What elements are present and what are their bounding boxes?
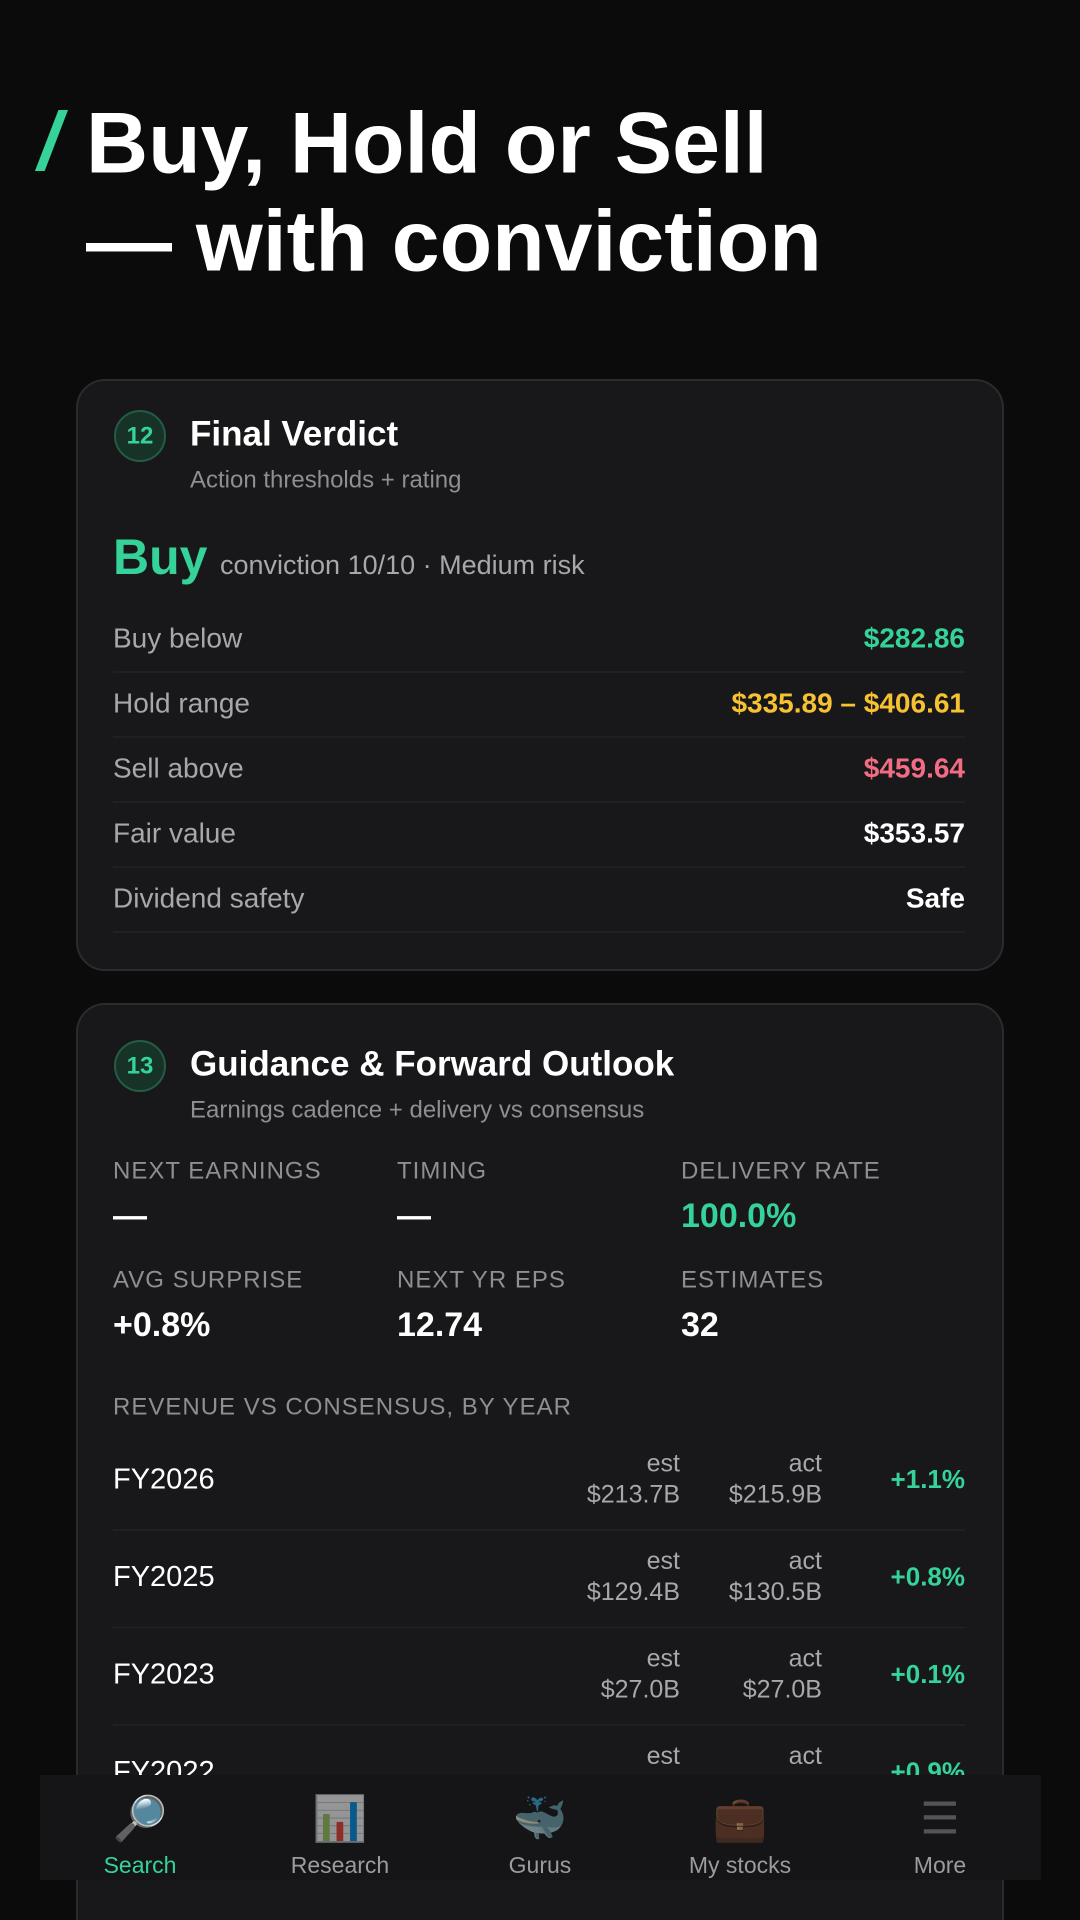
section-badge	[114, 1040, 166, 1092]
header-line: Buy, Hold or Sell	[86, 96, 768, 192]
nav-label[interactable]: Search	[104, 1852, 177, 1878]
row-value: $335.89 – $406.61	[731, 687, 965, 718]
stat-label: NEXT EARNINGS	[113, 1157, 322, 1184]
nav-icon[interactable]: ☰	[920, 1795, 959, 1844]
row-value: $353.57	[864, 817, 965, 848]
act-value: $215.9B	[729, 1481, 822, 1509]
act-label: act	[789, 1450, 822, 1478]
rating-note: conviction 10/10 · Medium risk	[220, 550, 585, 580]
bottom-nav	[40, 1775, 1041, 1880]
section-number: 12	[127, 422, 154, 449]
stat-label: DELIVERY RATE	[681, 1157, 881, 1184]
est-value: $27.0B	[601, 1676, 680, 1704]
est-label: est	[647, 1450, 680, 1478]
nav-item[interactable]: 💼 My stocks	[689, 1795, 791, 1878]
nav-label[interactable]: Gurus	[509, 1852, 572, 1878]
nav-item[interactable]: 🔎 Search	[104, 1791, 177, 1878]
row-value: $459.64	[864, 752, 966, 783]
act-label: act	[789, 1742, 822, 1770]
row-label: Hold range	[113, 687, 250, 718]
diff-value: +0.1%	[891, 1659, 965, 1689]
stat-value: 32	[681, 1306, 719, 1344]
nav-item[interactable]: 📊 Research	[291, 1794, 389, 1878]
est-label: est	[647, 1547, 680, 1575]
verdict-card	[76, 379, 1004, 971]
row-label: Buy below	[113, 622, 243, 653]
stat-label: NEXT YR EPS	[397, 1266, 566, 1293]
est-value: $213.7B	[587, 1481, 680, 1509]
act-label: act	[789, 1645, 822, 1673]
year: FY2023	[113, 1659, 215, 1691]
stat-value: 12.74	[397, 1306, 482, 1344]
section-badge	[114, 410, 166, 462]
nav-label[interactable]: My stocks	[689, 1852, 791, 1878]
stat-label: AVG SURPRISE	[113, 1266, 303, 1293]
est-label: est	[647, 1742, 680, 1770]
stat-value: 100.0%	[681, 1197, 796, 1235]
table-title: REVENUE VS CONSENSUS, BY YEAR	[113, 1393, 572, 1420]
act-label: act	[789, 1547, 822, 1575]
section-number: 13	[127, 1052, 154, 1079]
nav-label[interactable]: More	[914, 1852, 966, 1878]
card-title: Guidance & Forward Outlook	[190, 1044, 675, 1083]
est-label: est	[647, 1645, 680, 1673]
header-line: — with conviction	[86, 194, 822, 290]
nav-icon[interactable]: 🔎	[113, 1791, 168, 1844]
nav-icon[interactable]: 💼	[713, 1795, 768, 1844]
act-value: $27.0B	[743, 1676, 822, 1704]
nav-icon[interactable]: 🐳	[513, 1795, 568, 1844]
diff-value: +0.8%	[891, 1561, 965, 1591]
row-label: Dividend safety	[113, 882, 304, 913]
stat-label: TIMING	[397, 1157, 487, 1184]
row-label: Sell above	[113, 752, 244, 783]
stat-label: ESTIMATES	[681, 1266, 824, 1293]
row-value: Safe	[906, 882, 965, 913]
act-value: $130.5B	[729, 1578, 822, 1606]
row-value: $282.86	[864, 622, 965, 653]
card-subtitle: Earnings cadence + delivery vs consensus	[190, 1096, 644, 1123]
nav-label[interactable]: Research	[291, 1852, 389, 1878]
stat-value: —	[397, 1197, 431, 1235]
nav-item[interactable]: 🐳 Gurus	[509, 1795, 572, 1878]
year: FY2026	[113, 1464, 215, 1496]
diff-value: +1.1%	[891, 1464, 965, 1494]
stat-value: —	[113, 1197, 147, 1235]
nav-icon[interactable]: 📊	[313, 1794, 368, 1844]
stat-value: +0.8%	[113, 1306, 210, 1344]
row-label: Fair value	[113, 817, 236, 848]
rating: Buy	[113, 529, 208, 585]
card-title: Final Verdict	[190, 414, 398, 453]
est-value: $129.4B	[587, 1578, 680, 1606]
year: FY2025	[113, 1561, 215, 1593]
nav-item[interactable]: ☰ More	[914, 1795, 966, 1878]
card-subtitle: Action thresholds + rating	[190, 466, 462, 493]
guidance-card	[76, 1003, 1004, 1920]
